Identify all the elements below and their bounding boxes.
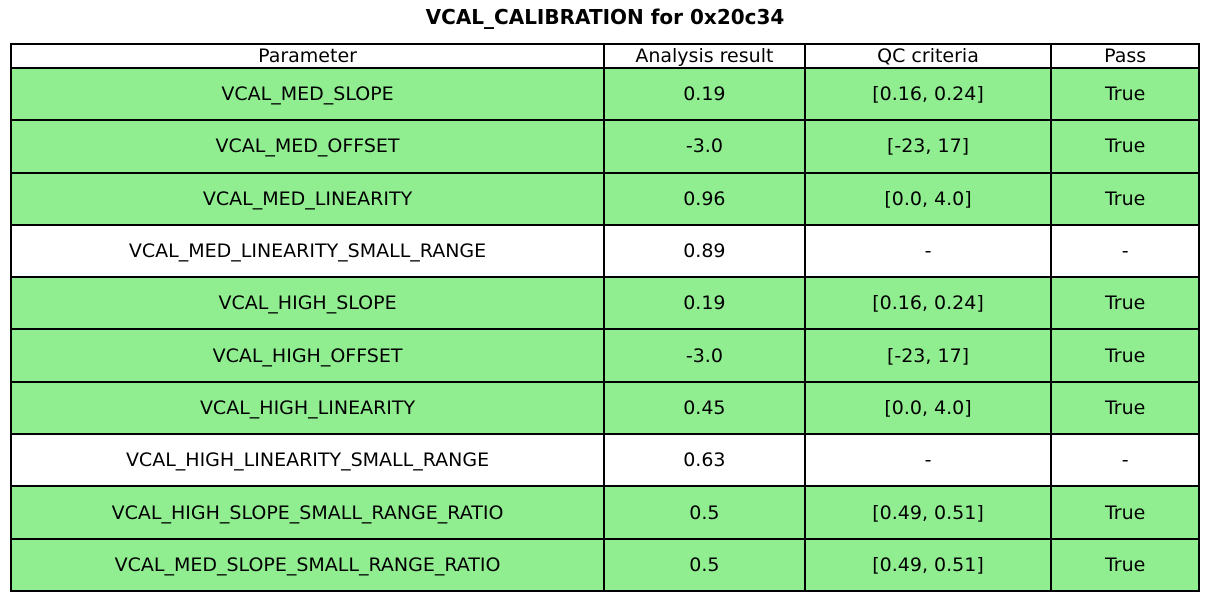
column-header-qc-criteria: QC criteria (803, 43, 1053, 69)
qc-criteria-table: Parameter Analysis result QC criteria Pa… (9, 43, 1200, 593)
column-header-pass: Pass (1050, 43, 1200, 69)
table-row: VCAL_HIGH_OFFSET -3.0 [-23, 17] True (9, 328, 1200, 383)
criteria-cell: [0.49, 0.51] (803, 537, 1053, 593)
result-cell: 0.5 (603, 537, 806, 593)
result-cell: 0.63 (603, 433, 806, 488)
pass-cell: True (1050, 380, 1200, 436)
parameter-cell: VCAL_MED_SLOPE (9, 66, 606, 122)
table-row: VCAL_HIGH_SLOPE_SMALL_RANGE_RATIO 0.5 [0.4… (9, 485, 1200, 540)
result-cell: 0.5 (603, 485, 806, 540)
criteria-cell: [0.16, 0.24] (803, 66, 1053, 122)
result-cell: -3.0 (603, 328, 806, 383)
column-header-parameter: Parameter (9, 43, 606, 69)
result-cell: 0.89 (603, 223, 806, 279)
pass-cell: True (1050, 66, 1200, 122)
table-row: VCAL_HIGH_LINEARITY_SMALL_RANGE 0.63- - (9, 433, 1200, 488)
parameter-cell: VCAL_HIGH_SLOPE (9, 276, 606, 331)
criteria-cell: - (803, 223, 1053, 279)
pass-cell: True (1050, 537, 1200, 593)
parameter-cell: VCAL_HIGH_LINEARITY_SMALL_RANGE (9, 433, 606, 488)
pass-cell: - (1050, 223, 1200, 279)
table-body: VCAL_MED_SLOPE 0.19 [0.16, 0.24] True VCAL_M… (9, 66, 1200, 593)
table-row: VCAL_HIGH_LINEARITY 0.45 [0.0, 4.0] True (9, 380, 1200, 436)
criteria-cell: [0.0, 4.0] (803, 171, 1053, 226)
table-row: VCAL_MED_SLOPE_SMALL_RANGE_RATIO 0.5 [0.49… (9, 537, 1200, 593)
table-row: VCAL_MED_SLOPE 0.19 [0.16, 0.24] True (9, 66, 1200, 122)
table-row: VCAL_MED_LINEARITY_SMALL_RANGE 0.89- - (9, 223, 1200, 279)
pass-cell: True (1050, 328, 1200, 383)
pass-cell: True (1050, 485, 1200, 540)
parameter-cell: VCAL_MED_LINEARITY (9, 171, 606, 226)
result-cell: 0.19 (603, 66, 806, 122)
parameter-cell: VCAL_HIGH_OFFSET (9, 328, 606, 383)
pass-cell: - (1050, 433, 1200, 488)
criteria-cell: [0.16, 0.24] (803, 276, 1053, 331)
pass-cell: True (1050, 119, 1200, 174)
pass-cell: True (1050, 171, 1200, 226)
header-row: Parameter Analysis result QC criteria Pa… (9, 43, 1200, 69)
pass-cell: True (1050, 276, 1200, 331)
page-title: VCAL_CALIBRATION for 0x20c34 (425, 5, 785, 29)
criteria-cell: [0.49, 0.51] (803, 485, 1053, 540)
criteria-cell: [-23, 17] (803, 119, 1053, 174)
table-row: VCAL_MED_LINEARITY 0.96 [0.0, 4.0] True (9, 171, 1200, 226)
parameter-cell: VCAL_HIGH_LINEARITY (9, 380, 606, 436)
parameter-cell: VCAL_MED_OFFSET (9, 119, 606, 174)
result-cell: 0.19 (603, 276, 806, 331)
criteria-cell: - (803, 433, 1053, 488)
parameter-cell: VCAL_MED_SLOPE_SMALL_RANGE_RATIO (9, 537, 606, 593)
table-row: VCAL_MED_OFFSET -3.0 [-23, 17] True (9, 119, 1200, 174)
column-header-analysis-result: Analysis result (603, 43, 806, 69)
result-cell: 0.45 (603, 380, 806, 436)
criteria-cell: [0.0, 4.0] (803, 380, 1053, 436)
table-row: VCAL_HIGH_SLOPE 0.19 [0.16, 0.24] True (9, 276, 1200, 331)
criteria-cell: [-23, 17] (803, 328, 1053, 383)
result-cell: 0.96 (603, 171, 806, 226)
result-cell: -3.0 (603, 119, 806, 174)
parameter-cell: VCAL_HIGH_SLOPE_SMALL_RANGE_RATIO (9, 485, 606, 540)
parameter-cell: VCAL_MED_LINEARITY_SMALL_RANGE (9, 223, 606, 279)
